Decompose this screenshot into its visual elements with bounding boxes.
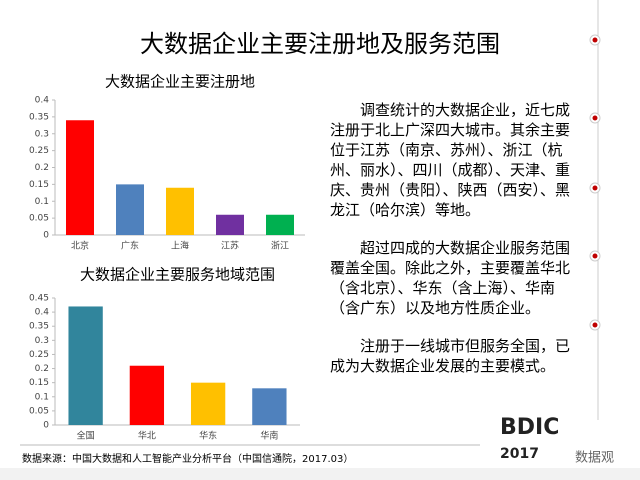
y-tick-label: 0.3	[35, 129, 49, 139]
x-tick-label: 华南	[260, 430, 278, 442]
y-tick-label: 0.05	[29, 406, 49, 416]
logo-year: 2017	[500, 446, 539, 462]
x-tick-label: 华北	[138, 430, 156, 442]
y-tick-label: 0.2	[35, 364, 49, 374]
y-tick-label: 0.45	[29, 294, 49, 304]
bar	[252, 388, 287, 425]
y-tick-label: 0.35	[29, 112, 49, 122]
y-tick-label: 0	[43, 231, 49, 241]
y-tick-label: 0.15	[29, 180, 49, 190]
y-tick-label: 0.1	[35, 197, 49, 207]
logo: BDIC	[500, 415, 559, 440]
y-tick-label: 0.4	[35, 96, 50, 106]
y-tick-label: 0	[43, 421, 49, 431]
y-tick-label: 0.15	[29, 378, 49, 388]
bar	[66, 120, 94, 235]
y-tick-label: 0.25	[29, 350, 49, 360]
paragraph: 超过四成的大数据企业服务范围覆盖全国。除此之外，主要覆盖华北（含北京）、华东（含…	[330, 239, 571, 317]
bar	[266, 214, 294, 235]
x-tick-label: 华东	[199, 430, 217, 442]
y-tick-label: 0.4	[35, 308, 50, 318]
source-note: 数据来源：中国大数据和人工智能产业分析平台（中国信通院，2017.03）	[22, 454, 354, 465]
bar	[68, 306, 103, 425]
x-tick-label: 北京	[71, 240, 89, 252]
y-tick-label: 0.3	[35, 336, 49, 346]
y-tick-label: 0.1	[35, 392, 49, 402]
y-tick-label: 0.35	[29, 322, 49, 332]
x-tick-label: 全国	[77, 430, 95, 442]
y-tick-label: 0.25	[29, 146, 49, 156]
x-tick-label: 浙江	[271, 240, 289, 252]
text-block: 调查统计的大数据企业，近七成注册于北上广深四大城市。其余主要位于江苏（南京、苏州…	[330, 100, 575, 394]
paragraph: 调查统计的大数据企业，近七成注册于北上广深四大城市。其余主要位于江苏（南京、苏州…	[330, 101, 571, 219]
y-tick-label: 0.2	[35, 163, 49, 173]
bar	[116, 184, 144, 235]
bar	[166, 187, 194, 235]
chart-title: 大数据企业主要注册地	[105, 73, 255, 91]
x-tick-label: 江苏	[221, 240, 239, 252]
watermark: 数据观	[575, 451, 614, 466]
x-tick-label: 广东	[121, 240, 139, 252]
chart: 大数据企业主要服务地域范围 0 0.05 0.1 0.15 0.2 0.25 0.3 0.35 0…	[29, 266, 300, 442]
y-tick-label: 0.05	[29, 214, 49, 224]
chart: 大数据企业主要注册地 0 0.05 0.1 0.15 0.2 0.25 0.3 0.35 0.4 北…	[29, 73, 305, 252]
slide-title: 大数据企业主要注册地及服务范围	[140, 30, 500, 58]
x-tick-label: 上海	[171, 240, 189, 252]
bar	[190, 382, 226, 425]
bar	[129, 365, 165, 425]
bar	[216, 214, 244, 235]
paragraph: 注册于一线城市但服务全国，已成为大数据企业发展的主要模式。	[330, 337, 571, 375]
chart-title: 大数据企业主要服务地域范围	[80, 266, 275, 284]
